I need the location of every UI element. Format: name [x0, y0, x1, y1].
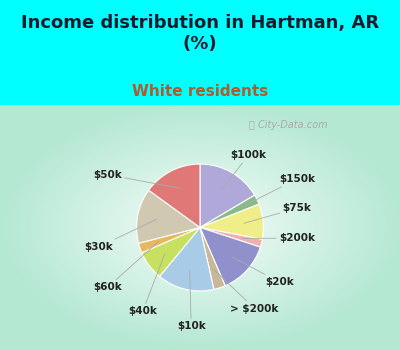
Text: ⓘ City-Data.com: ⓘ City-Data.com — [249, 120, 327, 130]
Wedge shape — [142, 228, 200, 276]
Text: $30k: $30k — [84, 219, 157, 252]
Wedge shape — [136, 190, 200, 243]
Text: $100k: $100k — [222, 150, 266, 189]
Wedge shape — [200, 164, 255, 228]
Text: $10k: $10k — [177, 270, 206, 331]
Text: $60k: $60k — [93, 242, 158, 293]
Text: White residents: White residents — [132, 84, 268, 99]
Wedge shape — [200, 195, 259, 228]
Text: $150k: $150k — [240, 174, 315, 208]
Text: Income distribution in Hartman, AR
(%): Income distribution in Hartman, AR (%) — [21, 14, 379, 53]
Text: $50k: $50k — [93, 170, 180, 188]
Wedge shape — [200, 228, 260, 286]
Wedge shape — [138, 228, 200, 253]
Text: $200k: $200k — [243, 233, 315, 243]
Wedge shape — [200, 228, 262, 247]
Wedge shape — [149, 164, 200, 228]
Text: $75k: $75k — [244, 203, 312, 223]
Text: $20k: $20k — [232, 257, 294, 287]
Wedge shape — [200, 204, 264, 239]
Wedge shape — [200, 228, 225, 289]
Text: $40k: $40k — [128, 254, 165, 316]
Text: > $200k: > $200k — [214, 270, 279, 314]
Wedge shape — [160, 228, 214, 291]
